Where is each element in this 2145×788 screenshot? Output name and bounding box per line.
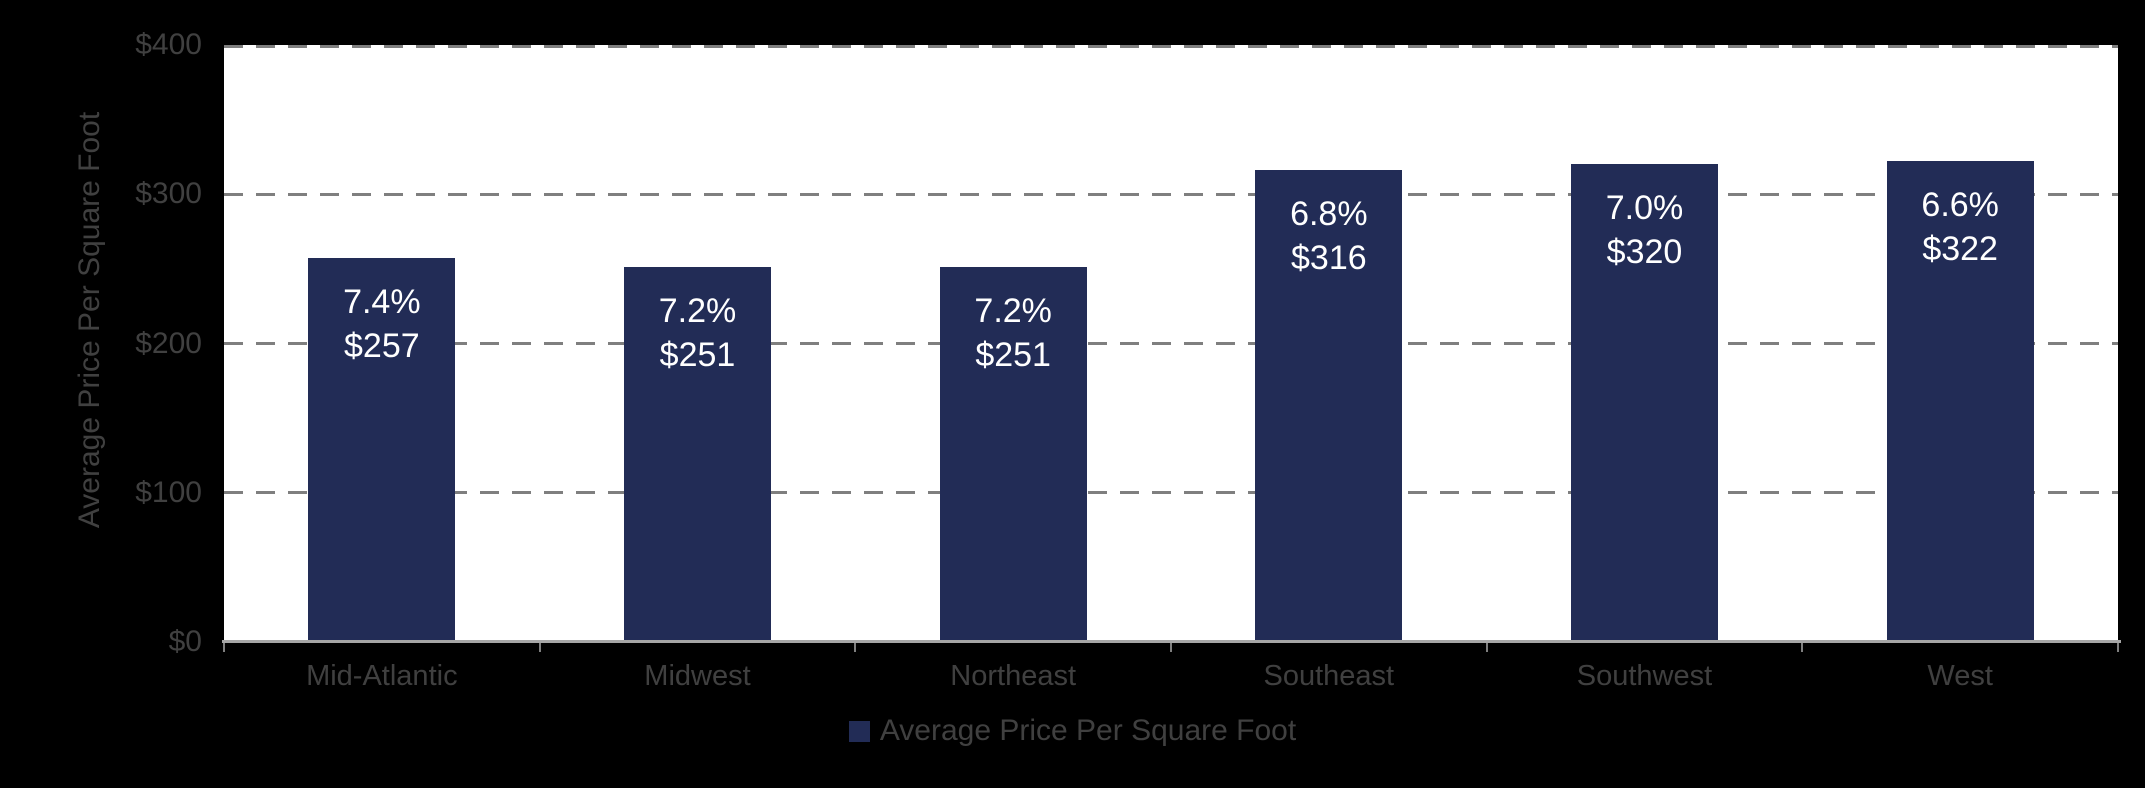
bar-mid-atlantic: 7.4% $257 bbox=[308, 258, 456, 642]
bar-label-line: 7.2% bbox=[658, 292, 737, 331]
bar-west: 6.6% $322 bbox=[1886, 161, 2034, 642]
bar-label-line: $251 bbox=[975, 336, 1051, 375]
bar-label-line: 6.6% bbox=[1921, 186, 1999, 225]
bar-value-label-midwest: 7.2% $251 bbox=[624, 267, 771, 377]
gridline--400 bbox=[224, 45, 2118, 48]
y-tick-label--400: $400 bbox=[135, 28, 202, 61]
bar-midwest: 7.2% $251 bbox=[624, 267, 771, 642]
x-axis-label-southwest: Southwest bbox=[1576, 660, 1713, 692]
y-tick-label--300: $300 bbox=[135, 177, 202, 211]
x-axis-tick bbox=[1485, 643, 1488, 652]
bar-southeast: 6.8% $316 bbox=[1255, 170, 1403, 642]
bar-southwest: 7.0% $320 bbox=[1571, 164, 1718, 642]
bar-label-line: $322 bbox=[1922, 230, 1998, 269]
gridline--300 bbox=[224, 192, 2118, 196]
plot-area: 7.4% $257 7.2% $251 7.2% $251 6.8% $316 7.0% $320… bbox=[224, 45, 2118, 642]
x-axis-tick bbox=[1170, 643, 1172, 652]
bar-label-line: 7.2% bbox=[974, 292, 1052, 331]
y-tick-label--0: $0 bbox=[168, 625, 202, 658]
x-axis-tick bbox=[854, 643, 857, 652]
x-axis-label-northeast: Northeast bbox=[950, 660, 1077, 692]
x-axis-tick bbox=[1801, 643, 1804, 652]
x-axis-tick bbox=[2117, 643, 2119, 652]
legend-label: Average Price Per Square Foot bbox=[879, 714, 1297, 747]
x-axis-tick bbox=[538, 643, 541, 652]
bar-value-label-southeast: 6.8% $316 bbox=[1255, 170, 1402, 280]
x-axis-label-midwest: Midwest bbox=[644, 660, 751, 692]
x-axis-label-mid-atlantic: Mid-Atlantic bbox=[306, 660, 458, 692]
bar-value-label-northeast: 7.2% $251 bbox=[940, 267, 1087, 377]
y-axis-title: Average Price Per Square Foot bbox=[73, 111, 106, 529]
x-axis-label-southeast: Southeast bbox=[1263, 660, 1395, 692]
x-axis-line bbox=[222, 640, 2121, 643]
bar-label-line: $251 bbox=[659, 336, 736, 375]
bar-label-line: 7.0% bbox=[1605, 189, 1684, 228]
gridline--200 bbox=[224, 342, 2118, 345]
bar-label-line: $257 bbox=[344, 327, 420, 366]
bar-value-label-southwest: 7.0% $320 bbox=[1571, 164, 1718, 274]
legend-swatch bbox=[848, 720, 870, 742]
legend: Average Price Per Square Foot bbox=[0, 714, 2145, 748]
gridline--100 bbox=[224, 491, 2118, 495]
bar-value-label-west: 6.6% $322 bbox=[1887, 161, 2034, 271]
bar-label-line: $320 bbox=[1606, 233, 1683, 272]
bar-label-line: 6.8% bbox=[1290, 195, 1368, 234]
y-tick-label--200: $200 bbox=[135, 326, 202, 360]
bar-label-line: 7.4% bbox=[343, 283, 421, 322]
x-axis-tick bbox=[223, 643, 225, 652]
bar-value-label-mid-atlantic: 7.4% $257 bbox=[308, 258, 455, 368]
bar-northeast: 7.2% $251 bbox=[939, 267, 1087, 642]
y-tick-label--100: $100 bbox=[135, 475, 202, 509]
bar-label-line: $316 bbox=[1291, 239, 1367, 278]
x-axis-label-west: West bbox=[1927, 660, 1993, 692]
